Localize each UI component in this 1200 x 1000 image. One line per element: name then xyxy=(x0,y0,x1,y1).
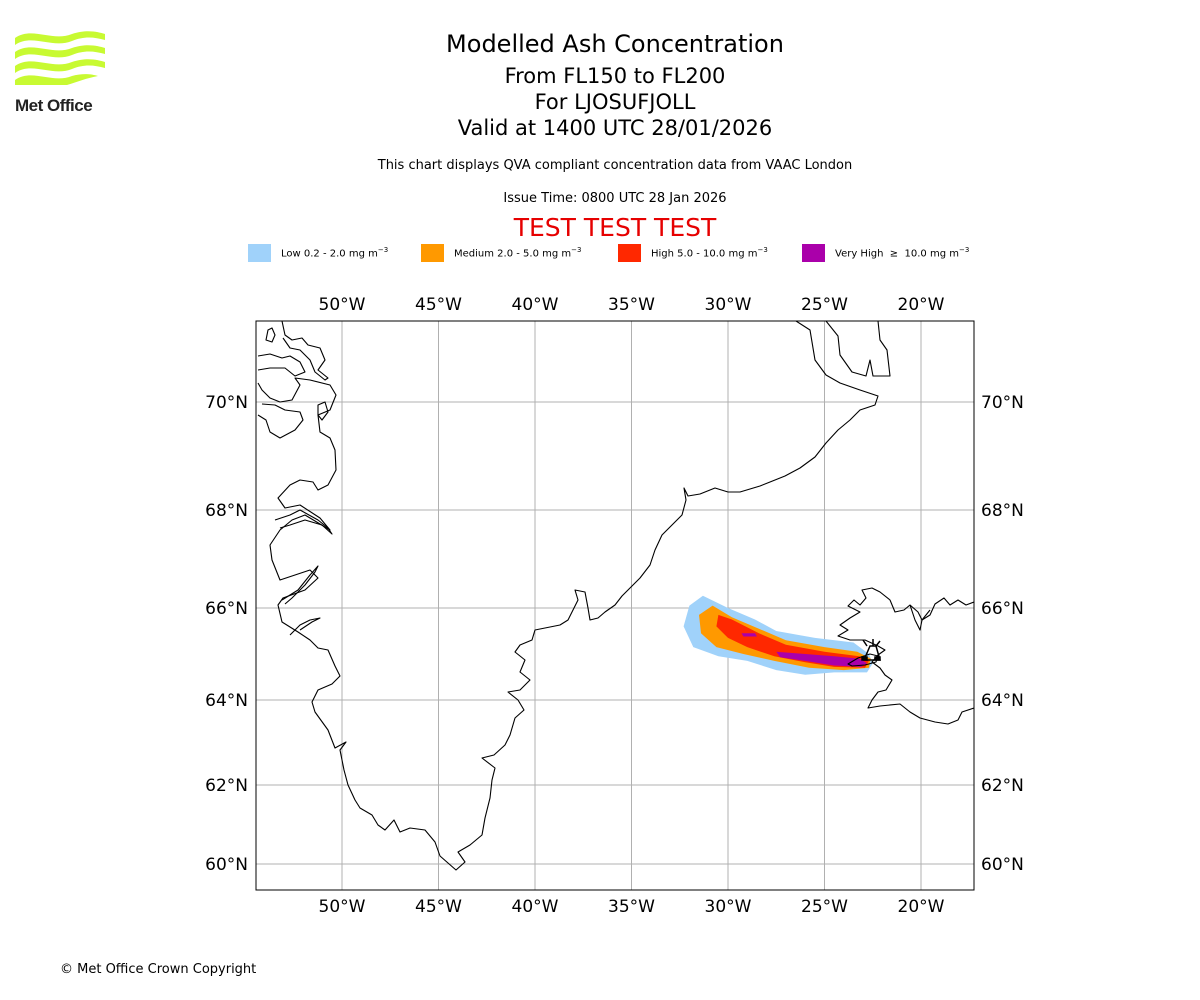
coastlines xyxy=(257,321,974,871)
lon-tick-label: 40°W xyxy=(512,295,559,315)
lon-tick-label: 30°W xyxy=(705,295,752,315)
lon-tick-label: 20°W xyxy=(898,295,945,315)
legend-item-very-high: Very High ≥ 10.0 mg m−3 xyxy=(802,244,969,262)
greenland-inlet-5 xyxy=(281,565,319,605)
test-banner: TEST TEST TEST xyxy=(513,213,717,242)
legend-label-low: Low 0.2 - 2.0 mg m−3 xyxy=(281,246,389,260)
ash-plume xyxy=(683,595,873,675)
lon-tick-label: 20°W xyxy=(898,897,945,917)
met-office-waves-icon xyxy=(15,31,105,85)
lon-tick-label: 40°W xyxy=(512,897,559,917)
compliance-note: This chart displays QVA compliant concen… xyxy=(377,158,853,173)
valid-time: Valid at 1400 UTC 28/01/2026 xyxy=(457,116,773,140)
lat-tick-label: 68°N xyxy=(205,501,248,521)
axis-ticks: 50°W 50°W 45°W 45°W 40°W 40°W 35°W 35°W 30°W 30°W… xyxy=(205,295,1024,917)
gridlines xyxy=(256,321,974,890)
lon-tick-label: 25°W xyxy=(801,295,848,315)
lon-tick-label: 35°W xyxy=(608,295,655,315)
lat-tick-label: 64°N xyxy=(205,691,248,711)
lat-tick-label: 70°N xyxy=(205,393,248,413)
legend-swatch-medium xyxy=(421,244,444,262)
flight-level-range: From FL150 to FL200 xyxy=(504,64,726,88)
greenland-inlet-2 xyxy=(257,353,306,377)
map-frame xyxy=(255,320,975,891)
lat-tick-label: 60°N xyxy=(981,855,1024,875)
lon-tick-label: 50°W xyxy=(319,295,366,315)
greenland-inlet-3 xyxy=(257,403,304,439)
chart-title: Modelled Ash Concentration xyxy=(446,30,784,58)
lat-tick-label: 64°N xyxy=(981,691,1024,711)
greenland-east-coast xyxy=(825,321,891,377)
lat-tick-label: 62°N xyxy=(981,776,1024,796)
legend-swatch-low xyxy=(248,244,271,262)
lat-tick-label: 66°N xyxy=(205,599,248,619)
legend-label-medium: Medium 2.0 - 5.0 mg m−3 xyxy=(454,246,582,260)
lon-tick-label: 50°W xyxy=(319,897,366,917)
iceland-coast xyxy=(837,587,974,725)
volcano-name: For LJOSUFJOLL xyxy=(534,90,696,114)
greenland-inlet-1 xyxy=(281,321,329,381)
legend-label-high: High 5.0 - 10.0 mg m−3 xyxy=(651,246,768,260)
greenland-inlet-6 xyxy=(289,617,321,636)
iceland-east-fjords xyxy=(909,604,931,631)
met-office-logo: Met Office xyxy=(12,28,108,116)
lat-tick-label: 62°N xyxy=(205,776,248,796)
greenland-coast-north xyxy=(257,321,879,871)
lon-tick-label: 45°W xyxy=(415,897,462,917)
legend-label-very-high: Very High ≥ 10.0 mg m−3 xyxy=(835,246,970,260)
plume-region-very-high xyxy=(776,651,867,667)
legend-item-high: High 5.0 - 10.0 mg m−3 xyxy=(618,244,768,262)
volcano-marker-icon xyxy=(861,639,881,661)
issue-time: Issue Time: 0800 UTC 28 Jan 2026 xyxy=(503,191,727,206)
legend-item-low: Low 0.2 - 2.0 mg m−3 xyxy=(248,244,388,262)
lat-tick-label: 60°N xyxy=(205,855,248,875)
greenland-inlet-4 xyxy=(274,509,333,535)
copyright: © Met Office Crown Copyright xyxy=(60,962,257,977)
lat-tick-label: 66°N xyxy=(981,599,1024,619)
met-office-wordmark: Met Office xyxy=(15,96,93,115)
greenland-fjord-island xyxy=(317,401,329,421)
plume-region-very-high xyxy=(741,633,757,637)
lon-tick-label: 45°W xyxy=(415,295,462,315)
legend-item-medium: Medium 2.0 - 5.0 mg m−3 xyxy=(421,244,581,262)
lon-tick-label: 35°W xyxy=(608,897,655,917)
lat-tick-label: 70°N xyxy=(981,393,1024,413)
lon-tick-label: 25°W xyxy=(801,897,848,917)
lat-tick-label: 68°N xyxy=(981,501,1024,521)
plume-region-high xyxy=(716,614,869,668)
greenland-island-1 xyxy=(265,327,276,343)
lon-tick-label: 30°W xyxy=(705,897,752,917)
legend-swatch-very-high xyxy=(802,244,825,262)
legend-swatch-high xyxy=(618,244,641,262)
